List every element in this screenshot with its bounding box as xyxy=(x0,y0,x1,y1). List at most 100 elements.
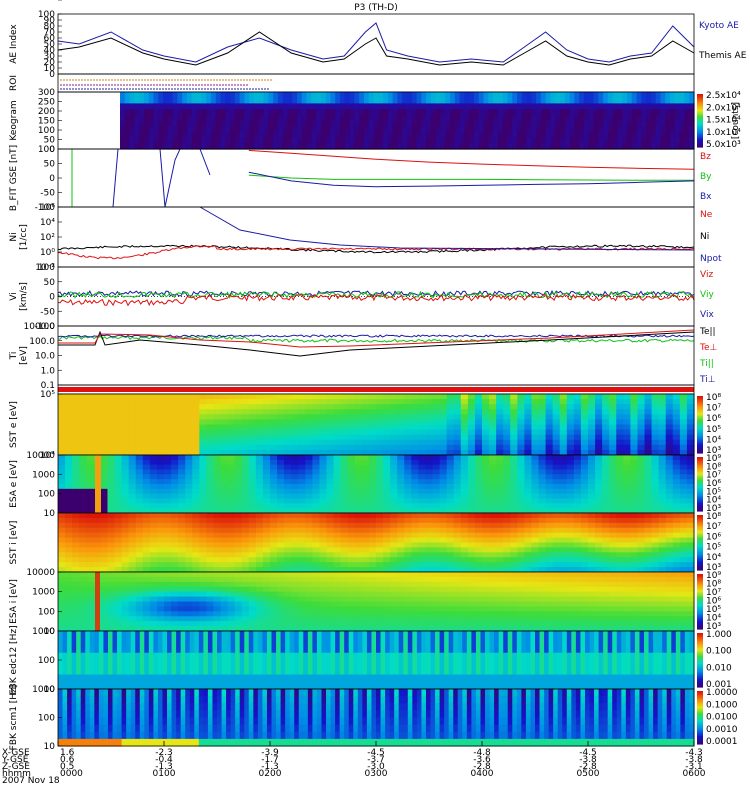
heat-cell xyxy=(158,97,164,104)
heat-cell xyxy=(128,459,137,466)
heat-cell xyxy=(277,103,284,110)
heat-cell xyxy=(580,567,589,573)
colorbar-tick: 10⁷ xyxy=(706,471,721,481)
y-tick-label: 50 xyxy=(44,40,56,50)
heat-cell xyxy=(100,527,109,534)
heat-cell xyxy=(354,508,363,514)
heat-cell xyxy=(641,137,647,144)
heat-cell xyxy=(58,464,66,471)
heat-cell xyxy=(142,404,151,410)
heat-cell xyxy=(496,404,504,410)
heat-cell xyxy=(560,92,566,99)
heat-cell xyxy=(623,547,631,553)
heat-cell xyxy=(326,517,335,524)
heat-cell xyxy=(623,532,631,539)
heat-cell xyxy=(86,581,94,588)
heat-cell xyxy=(72,576,80,583)
heat-cell xyxy=(185,434,193,441)
heat-cell xyxy=(559,484,568,490)
heat-cell xyxy=(171,493,179,500)
heat-cell xyxy=(402,97,408,104)
heat-cell xyxy=(79,532,87,539)
heat-cell xyxy=(637,562,646,568)
heat-cell xyxy=(524,552,533,558)
heat-cell xyxy=(120,109,126,116)
heat-cell xyxy=(459,126,465,133)
heat-cell xyxy=(439,513,448,519)
heat-cell xyxy=(220,131,226,139)
heat-cell xyxy=(100,439,109,446)
heat-cell xyxy=(164,449,172,456)
heat-cell xyxy=(679,449,688,456)
heat-cell xyxy=(489,552,497,558)
heat-cell xyxy=(473,126,480,133)
heat-cell xyxy=(79,409,87,415)
heat-cell xyxy=(107,414,116,421)
heat-cell xyxy=(467,409,476,415)
heat-cell xyxy=(263,97,269,104)
heat-cell xyxy=(622,137,628,144)
heat-cell xyxy=(502,143,509,150)
heat-cell xyxy=(404,503,412,509)
heat-cell xyxy=(182,97,188,104)
heat-cell xyxy=(284,424,292,431)
heat-cell xyxy=(446,517,455,524)
heat-cell xyxy=(460,522,469,529)
heat-cell xyxy=(354,488,363,495)
heat-cell xyxy=(467,547,476,553)
heat-cell xyxy=(550,97,556,104)
heat-cell xyxy=(58,488,66,495)
heat-cell xyxy=(178,576,186,583)
heat-cell xyxy=(287,92,293,99)
heat-cell xyxy=(258,131,265,139)
heat-cell xyxy=(545,120,552,127)
heat-cell xyxy=(602,547,610,553)
heat-cell xyxy=(291,404,299,410)
heat-cell xyxy=(121,508,130,514)
heat-cell xyxy=(564,92,571,99)
heat-cell xyxy=(502,92,509,99)
heat-cell xyxy=(296,109,303,116)
heat-cell xyxy=(482,464,490,471)
heat-cell xyxy=(482,394,490,400)
heat-cell xyxy=(213,444,222,451)
legend-item: Themis AE xyxy=(698,51,747,61)
heat-cell xyxy=(210,114,217,122)
heat-cell xyxy=(349,131,355,139)
heat-cell xyxy=(335,120,341,127)
heat-cell xyxy=(432,552,441,558)
heat-cell xyxy=(383,126,389,133)
heat-cell xyxy=(376,459,384,466)
heat-cell xyxy=(114,394,123,400)
heat-cell xyxy=(566,404,575,410)
heat-cell xyxy=(418,547,427,553)
heat-cell xyxy=(277,429,285,436)
heat-cell xyxy=(488,126,494,133)
heat-cell xyxy=(637,542,646,549)
heat-cell xyxy=(121,484,130,490)
heat-cell xyxy=(602,455,610,461)
heat-cell xyxy=(651,474,660,480)
heat-cell xyxy=(234,527,243,534)
heat-cell xyxy=(241,498,250,504)
heat-cell xyxy=(241,399,250,405)
heat-cell xyxy=(425,567,434,573)
heat-cell xyxy=(574,126,580,133)
heat-cell xyxy=(58,626,66,632)
heat-cell xyxy=(425,493,434,500)
heat-cell xyxy=(312,484,321,490)
heat-cell xyxy=(524,469,533,475)
heat-cell xyxy=(617,103,623,110)
heat-cell xyxy=(335,114,341,122)
heat-cell xyxy=(326,484,335,490)
heat-cell xyxy=(253,126,260,133)
heat-cell xyxy=(602,424,610,431)
heat-cell xyxy=(158,114,164,122)
heat-cell xyxy=(124,92,131,99)
heat-cell xyxy=(361,522,370,529)
colorbar-cell xyxy=(697,475,703,478)
heat-cell xyxy=(241,474,250,480)
heat-cell xyxy=(573,503,582,509)
heat-cell xyxy=(397,517,405,524)
heat-cell xyxy=(291,567,299,573)
